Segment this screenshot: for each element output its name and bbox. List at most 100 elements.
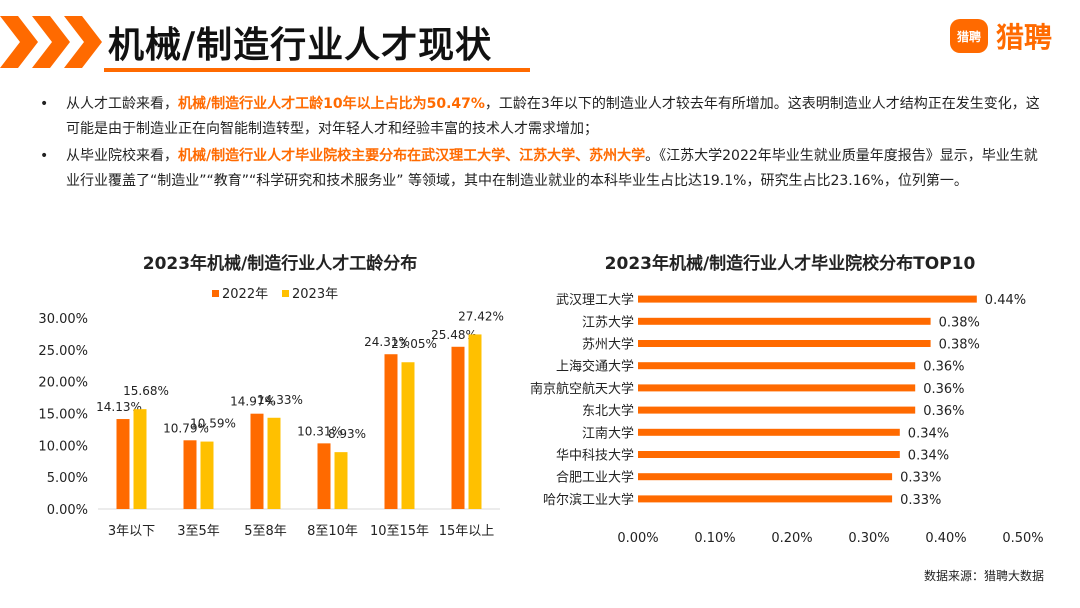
y-tick-label: 30.00% bbox=[38, 312, 88, 327]
summary-bullets: • 从人才工龄来看，机械/制造行业人才工龄10年以上占比为50.47%，工龄在3… bbox=[40, 92, 1050, 196]
liepin-logo: 猎聘 猎聘 bbox=[950, 16, 1052, 56]
y-tick-label: 15.00% bbox=[38, 408, 88, 423]
hbar-1 bbox=[638, 295, 977, 303]
data-label-2-6: 27.42% bbox=[458, 309, 504, 323]
bullet-highlight: 机械/制造行业人才工龄10年以上占比为50.47% bbox=[178, 96, 485, 112]
hbar-data-label-3: 0.38% bbox=[939, 338, 980, 353]
bar-1-3 bbox=[250, 413, 264, 509]
tenure-bar-chart: 2022年 2023年 0.00% 5.00% 10.00% 15.00% 20.00% 25… bbox=[38, 287, 504, 539]
x-tick-label: 10至15年 bbox=[370, 524, 429, 539]
legend-label-1: 2022年 bbox=[222, 287, 268, 302]
header: 机械/制造行业人才现状 猎聘 猎聘 bbox=[0, 0, 1080, 86]
y-category-label: 合肥工业大学 bbox=[556, 470, 634, 486]
bar-1-6 bbox=[451, 346, 465, 509]
x-tick-label: 0.40% bbox=[925, 531, 966, 546]
y-tick-label: 25.00% bbox=[38, 344, 88, 359]
bullet-item: • 从毕业院校来看，机械/制造行业人才毕业院校主要分布在武汉理工大学、江苏大学、… bbox=[40, 144, 1050, 194]
y-tick-label: 0.00% bbox=[47, 503, 88, 518]
bullet-dot-icon: • bbox=[40, 96, 49, 112]
y-category-label: 上海交通大学 bbox=[556, 359, 634, 375]
data-label-2-4: 8.93% bbox=[328, 427, 366, 441]
y-category-label: 武汉理工大学 bbox=[556, 292, 634, 308]
y-category-label: 华中科技大学 bbox=[556, 448, 634, 464]
legend-swatch-1 bbox=[212, 290, 219, 297]
hbar-2 bbox=[638, 317, 931, 325]
data-label-1-4: 10.31% bbox=[297, 424, 343, 438]
bullet-text-post: ，工龄在3年以下的制造业人才较去年有所增加。这表明制造业人才结构正在发生变化，这… bbox=[66, 96, 1040, 137]
data-label-2-1: 15.68% bbox=[123, 384, 169, 398]
chevron-arrows-icon bbox=[0, 16, 102, 68]
y-category-label: 江南大学 bbox=[582, 425, 634, 441]
bullet-text-pre: 从人才工龄来看， bbox=[66, 96, 178, 112]
hbar-data-label-4: 0.36% bbox=[923, 360, 964, 375]
chart-title-tenure: 2023年机械/制造行业人才工龄分布 bbox=[142, 254, 418, 274]
x-tick-label: 15年以上 bbox=[439, 524, 495, 539]
hbar-data-label-1: 0.44% bbox=[985, 293, 1026, 308]
bar-2-3 bbox=[267, 417, 281, 509]
hbar-data-label-7: 0.34% bbox=[908, 426, 949, 441]
x-tick-label: 3年以下 bbox=[108, 524, 155, 539]
bullet-dot-icon: • bbox=[40, 148, 49, 164]
hbar-5 bbox=[638, 384, 916, 392]
bar-2-4 bbox=[334, 452, 348, 509]
x-tick-label: 3至5年 bbox=[177, 524, 220, 539]
data-label-1-3: 14.97% bbox=[230, 395, 276, 409]
y-category-label: 江苏大学 bbox=[582, 314, 634, 330]
hbar-4 bbox=[638, 362, 916, 370]
x-tick-label: 5至8年 bbox=[244, 524, 287, 539]
data-label-1-6: 25.48% bbox=[431, 328, 477, 342]
y-category-label: 苏州大学 bbox=[582, 337, 634, 353]
data-label-1-5: 24.31% bbox=[364, 335, 410, 349]
data-label-1-2: 10.79% bbox=[163, 421, 209, 435]
hbar-data-label-5: 0.36% bbox=[923, 382, 964, 397]
hbar-data-label-6: 0.36% bbox=[923, 404, 964, 419]
hbar-data-label-9: 0.33% bbox=[900, 471, 941, 486]
hbar-8 bbox=[638, 451, 900, 458]
hbar-7 bbox=[638, 428, 900, 436]
hbar-data-label-10: 0.33% bbox=[900, 493, 941, 508]
schools-hbar-chart: 武汉理工大学 0.44% 江苏大学 0.38% 苏州大学 0.38% 上海交通大学 0.36%… bbox=[530, 292, 1044, 546]
logo-badge-icon: 猎聘 bbox=[950, 19, 988, 53]
data-label-1-1: 14.13% bbox=[96, 400, 142, 414]
x-tick-label: 0.20% bbox=[771, 531, 812, 546]
x-tick-label: 0.30% bbox=[848, 531, 889, 546]
bullet-highlight: 机械/制造行业人才毕业院校主要分布在武汉理工大学、江苏大学、苏州大学 bbox=[178, 148, 646, 164]
hbar-3 bbox=[638, 340, 931, 347]
y-tick-label: 20.00% bbox=[38, 376, 88, 391]
y-category-label: 南京航空航天大学 bbox=[530, 381, 634, 397]
data-label-2-3: 14.33% bbox=[257, 393, 303, 407]
y-tick-label: 5.00% bbox=[47, 471, 88, 486]
bar-1-4 bbox=[317, 443, 331, 509]
hbar-6 bbox=[638, 406, 916, 414]
hbar-data-label-8: 0.34% bbox=[908, 449, 949, 464]
bullet-item: • 从人才工龄来看，机械/制造行业人才工龄10年以上占比为50.47%，工龄在3… bbox=[40, 92, 1050, 142]
bar-1-1 bbox=[116, 419, 130, 509]
bullet-text-pre: 从毕业院校来看， bbox=[66, 148, 178, 164]
page-title: 机械/制造行业人才现状 bbox=[108, 25, 493, 66]
data-label-2-5: 23.05% bbox=[391, 337, 437, 351]
hbar-9 bbox=[638, 473, 893, 481]
hbar-data-label-2: 0.38% bbox=[939, 315, 980, 330]
x-tick-label: 8至10年 bbox=[307, 524, 358, 539]
bar-2-6 bbox=[468, 334, 482, 509]
legend-label-2: 2023年 bbox=[292, 287, 338, 302]
bar-2-2 bbox=[200, 441, 214, 509]
y-category-label: 东北大学 bbox=[582, 403, 634, 419]
title-underline bbox=[104, 68, 530, 72]
data-source: 数据来源：猎聘大数据 bbox=[923, 569, 1044, 583]
logo-text: 猎聘 bbox=[996, 21, 1053, 54]
hbar-10 bbox=[638, 495, 893, 503]
data-label-2-2: 10.59% bbox=[190, 417, 236, 431]
legend-swatch-2 bbox=[282, 290, 289, 297]
bar-1-2 bbox=[183, 440, 197, 509]
y-category-label: 哈尔滨工业大学 bbox=[543, 492, 634, 508]
bullet-text-post: 。《江苏大学2022年毕业生就业质量年度报告》显示，毕业生就业行业覆盖了“制造业… bbox=[66, 148, 1038, 189]
bar-2-5 bbox=[401, 362, 415, 509]
bar-2-1 bbox=[133, 409, 147, 509]
y-tick-label: 10.00% bbox=[38, 439, 88, 454]
x-tick-label: 0.10% bbox=[694, 531, 735, 546]
x-tick-label: 0.00% bbox=[617, 531, 658, 546]
chart-title-schools: 2023年机械/制造行业人才毕业院校分布TOP10 bbox=[604, 254, 976, 274]
x-tick-label: 0.50% bbox=[1002, 531, 1043, 546]
bar-1-5 bbox=[384, 354, 398, 509]
